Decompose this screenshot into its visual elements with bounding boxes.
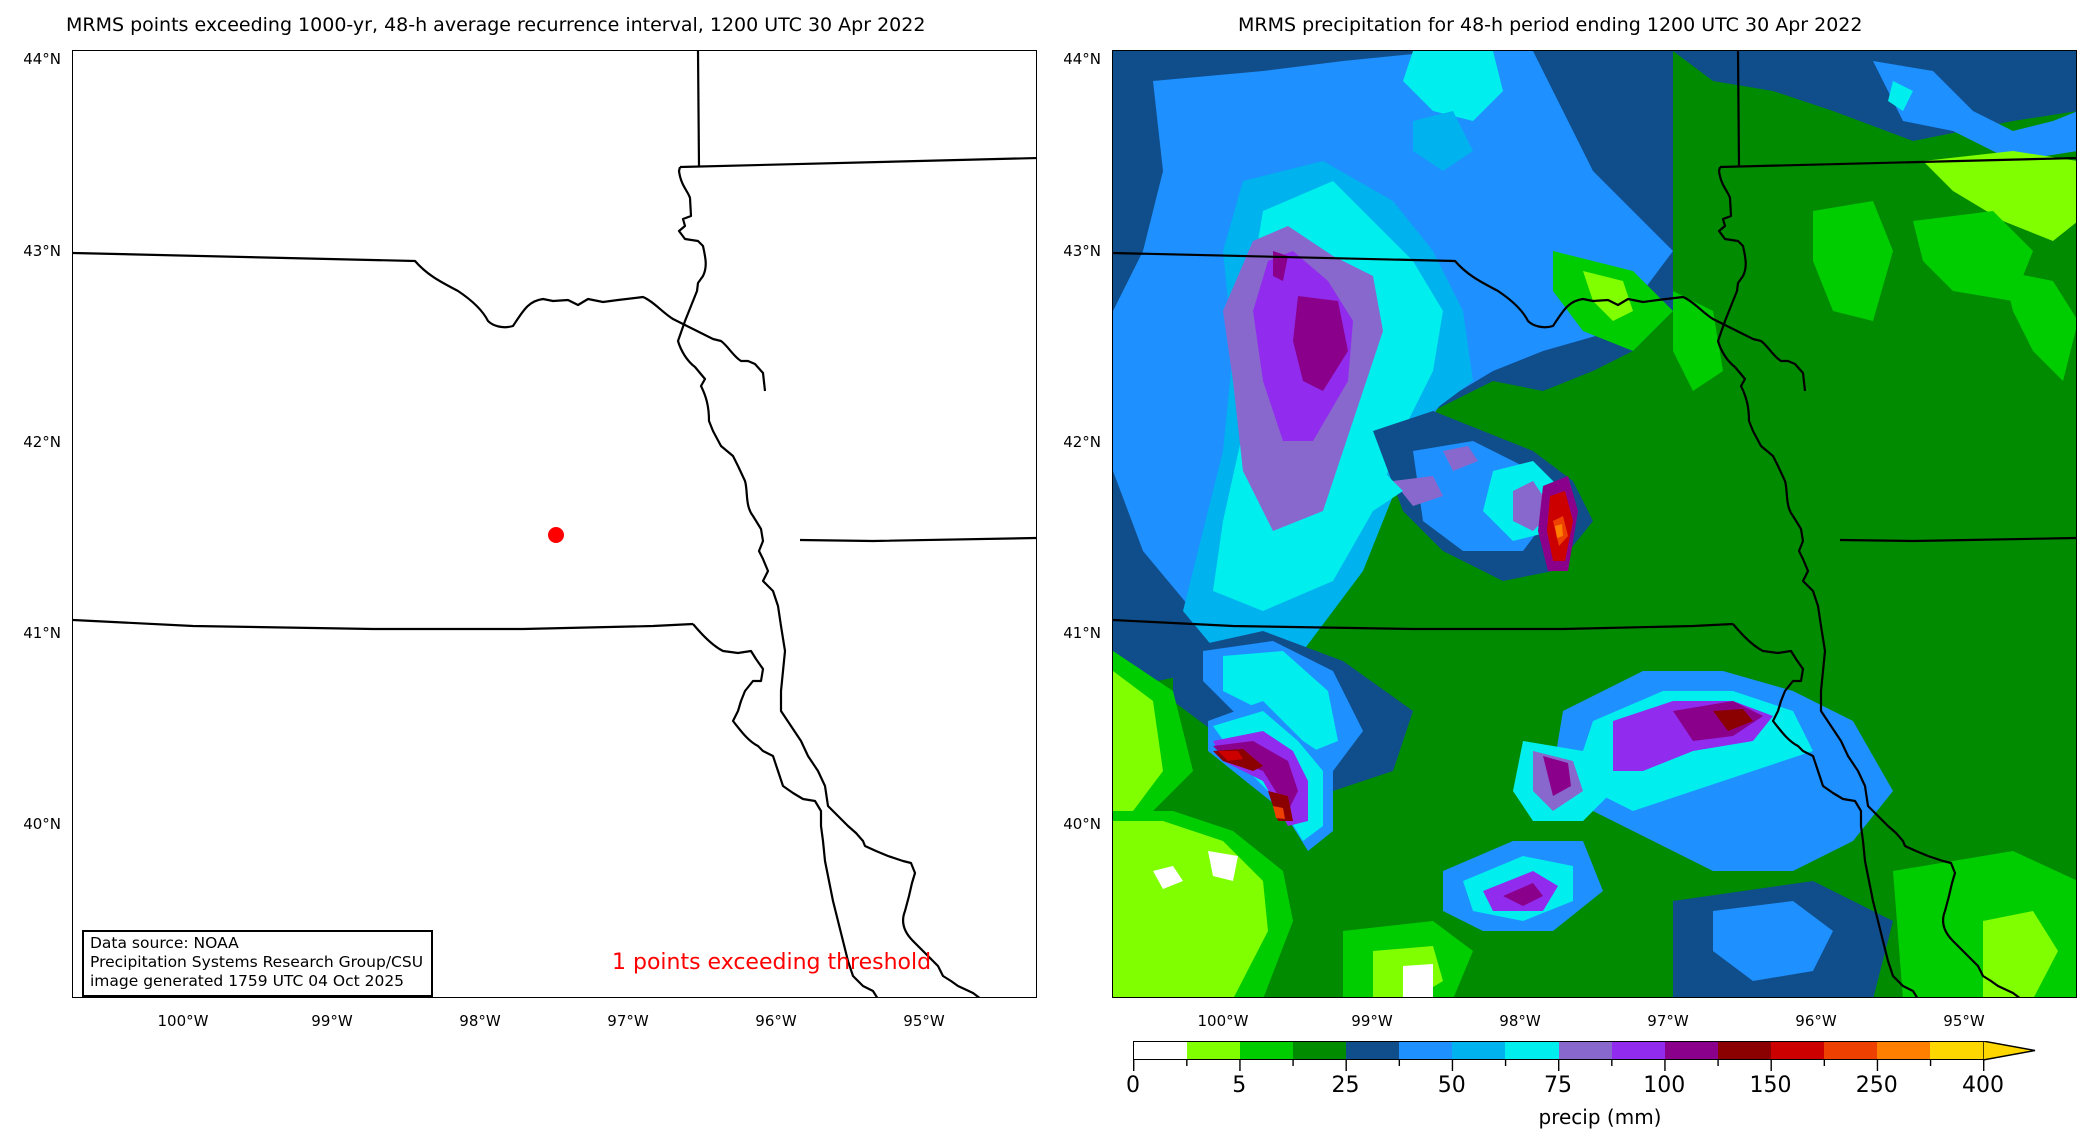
left-lon-tick-98w: 98°W [459,1012,501,1030]
colorbar-bin [1558,1042,1612,1059]
left-lon-tick-97w: 97°W [607,1012,649,1030]
colorbar-bin [1823,1042,1877,1059]
threshold-count-text: 1 points exceeding threshold [612,950,932,975]
colorbar-bin [1611,1042,1665,1059]
right-lon-tick-98w: 98°W [1499,1012,1541,1030]
right-lon-tick-95w: 95°W [1943,1012,1985,1030]
colorbar-tick-label: 400 [1962,1073,2004,1098]
left-lon-tick-96w: 96°W [755,1012,797,1030]
right-lon-tick-96w: 96°W [1795,1012,1837,1030]
colorbar-bin [1664,1042,1718,1059]
colorbar-tick-label: 75 [1544,1073,1572,1098]
right-lat-tick-44: 44°N [1063,50,1101,68]
left-lon-tick-99w: 99°W [311,1012,353,1030]
colorbar-bin [1187,1042,1241,1059]
colorbar-tick-label: 0 [1126,1073,1140,1098]
colorbar-tick-label: 50 [1437,1073,1466,1098]
left-map-title: MRMS points exceeding 1000-yr, 48-h aver… [66,14,926,36]
colorbar-ticks [1133,1060,1985,1071]
left-lon-tick-100w: 100°W [157,1012,209,1030]
left-lat-tick-40: 40°N [23,815,61,833]
right-lon-tick-97w: 97°W [1647,1012,1689,1030]
colorbar-tick-label: 250 [1855,1073,1898,1098]
colorbar-bin [1134,1042,1188,1059]
colorbar-bin [1346,1042,1400,1059]
colorbar-bin [1929,1042,1983,1059]
colorbar-bin [1770,1042,1824,1059]
data-source-box: Data source: NOAA Precipitation Systems … [82,930,434,997]
right-lat-tick-40: 40°N [1063,815,1101,833]
left-lat-tick-42: 42°N [23,433,61,451]
colorbar-bin [1399,1042,1453,1059]
colorbar-tick-label: 25 [1331,1073,1360,1098]
precip-colorbar [1133,1041,1983,1060]
left-lat-tick-41: 41°N [23,624,61,642]
colorbar-title: precip (mm) [1538,1105,1662,1129]
right-lon-tick-100w: 100°W [1197,1012,1249,1030]
colorbar-extend-arrow [1983,1041,2036,1061]
colorbar-tick-label: 5 [1232,1073,1247,1098]
colorbar-bin [1452,1042,1506,1059]
left-lon-tick-95w: 95°W [903,1012,945,1030]
left-lat-tick-43: 43°N [23,242,61,260]
colorbar-bin [1876,1042,1930,1059]
left-map-frame [72,50,1037,998]
colorbar-bin [1240,1042,1294,1059]
right-lat-tick-43: 43°N [1063,242,1101,260]
colorbar-bin [1293,1042,1347,1059]
colorbar-tick-label: 150 [1749,1073,1792,1098]
exceedance-point-marker [548,527,564,543]
left-lat-tick-44: 44°N [23,50,61,68]
research-group-line: Precipitation Systems Research Group/CSU [90,953,424,971]
data-source-line: Data source: NOAA [90,934,239,952]
right-map-title: MRMS precipitation for 48-h period endin… [1238,14,1863,36]
right-lat-tick-41: 41°N [1063,624,1101,642]
state-borders-left [73,51,1036,997]
precip-map-frame [1112,50,2077,998]
generated-time-line: image generated 1759 UTC 04 Oct 2025 [90,972,405,990]
colorbar-bin [1717,1042,1771,1059]
colorbar-tick-label: 100 [1643,1073,1686,1098]
precip-field [1113,51,2076,997]
right-lon-tick-99w: 99°W [1351,1012,1393,1030]
right-lat-tick-42: 42°N [1063,433,1101,451]
colorbar-bin [1505,1042,1559,1059]
